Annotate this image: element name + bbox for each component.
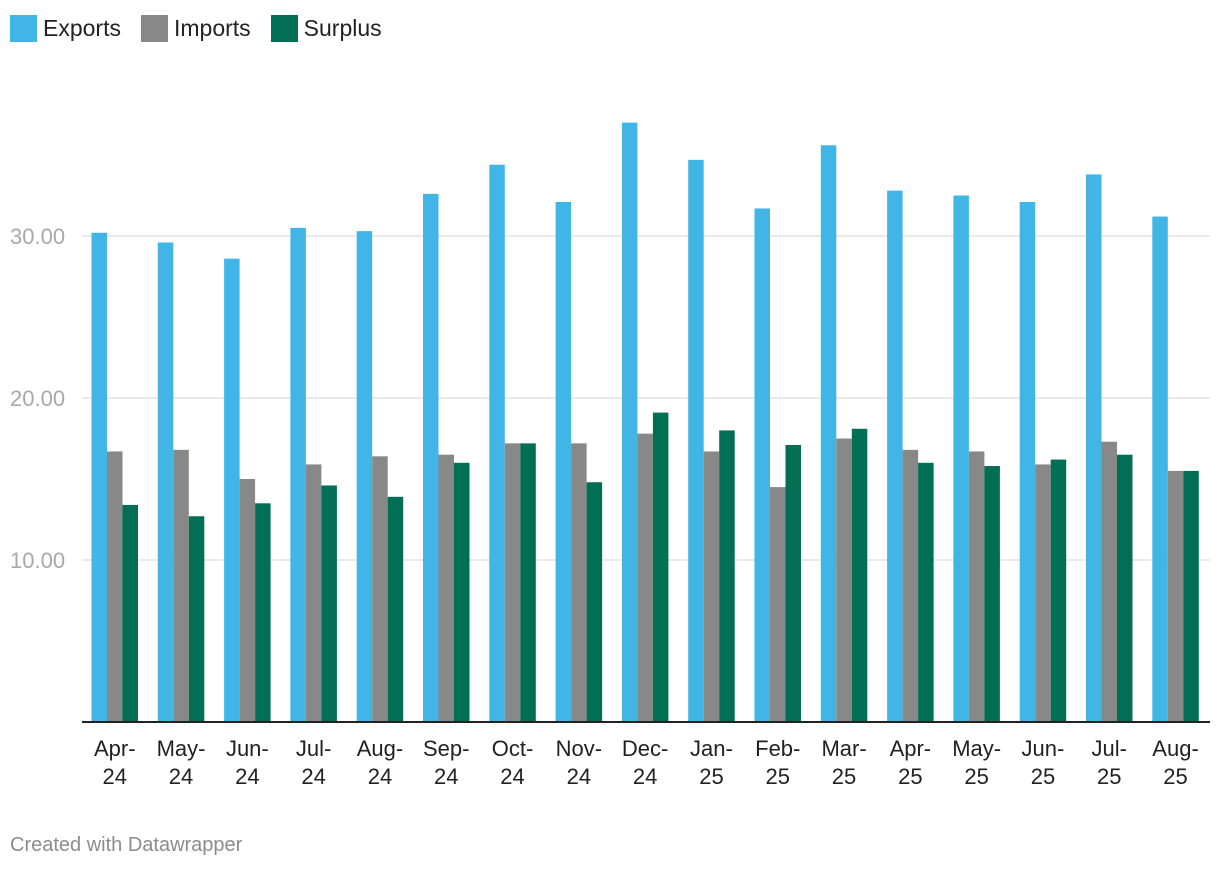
legend-label-imports: Imports bbox=[173, 14, 251, 41]
bar-exports bbox=[1019, 201, 1036, 723]
bar-surplus bbox=[851, 428, 868, 722]
bar-exports bbox=[224, 258, 240, 722]
bar-imports bbox=[1101, 441, 1117, 722]
bar-imports bbox=[173, 449, 189, 722]
bar-imports bbox=[637, 433, 653, 722]
bar-exports bbox=[356, 231, 373, 722]
bar-surplus bbox=[918, 462, 934, 722]
x-tick-label: Nov-24 bbox=[556, 736, 602, 789]
x-tick-label: Jul-24 bbox=[296, 736, 331, 789]
bar-surplus bbox=[520, 443, 536, 722]
bar-exports bbox=[555, 201, 572, 723]
legend-item-imports: Imports bbox=[140, 14, 251, 42]
bar-exports bbox=[290, 227, 306, 722]
x-tick-label: Jan-25 bbox=[690, 736, 733, 789]
bar-surplus bbox=[652, 412, 669, 722]
legend-swatch-exports bbox=[10, 14, 37, 42]
x-tick-label: Mar-25 bbox=[821, 736, 866, 789]
y-tick-label: 20.00 bbox=[10, 386, 65, 411]
bar-surplus bbox=[454, 462, 470, 722]
bar-imports bbox=[1035, 464, 1051, 722]
x-tick-label: Aug-25 bbox=[1152, 736, 1198, 789]
bar-surplus bbox=[1050, 459, 1067, 722]
bar-surplus bbox=[719, 430, 735, 722]
bar-exports bbox=[1086, 174, 1102, 722]
x-tick-label: May-25 bbox=[952, 736, 1001, 789]
bar-exports bbox=[621, 122, 638, 723]
bar-imports bbox=[770, 487, 786, 722]
bar-surplus bbox=[1183, 470, 1199, 722]
bar-exports bbox=[820, 145, 837, 722]
x-tick-label: Apr-24 bbox=[94, 736, 136, 789]
y-tick-label: 30.00 bbox=[10, 224, 65, 249]
x-tick-label: Apr-25 bbox=[890, 736, 932, 789]
bar-exports bbox=[157, 242, 174, 723]
x-tick-label: Aug-24 bbox=[357, 736, 403, 789]
x-tick-label: Jul-25 bbox=[1092, 736, 1127, 789]
x-tick-label: Feb-25 bbox=[755, 736, 800, 789]
legend-item-exports: Exports bbox=[10, 14, 121, 42]
legend-label-exports: Exports bbox=[43, 14, 121, 41]
x-tick-label: Jun-25 bbox=[1022, 736, 1065, 789]
bar-exports bbox=[91, 232, 107, 722]
bar-surplus bbox=[1117, 454, 1133, 722]
x-tick-label: Sep-24 bbox=[423, 736, 469, 789]
bar-imports bbox=[372, 456, 388, 722]
bar-imports bbox=[305, 464, 322, 722]
bar-imports bbox=[239, 479, 256, 722]
chart-legend: Exports Imports Surplus bbox=[10, 12, 382, 44]
bar-exports bbox=[1152, 216, 1168, 722]
bar-surplus bbox=[321, 485, 337, 722]
legend-item-surplus: Surplus bbox=[270, 14, 382, 42]
x-tick-label: May-24 bbox=[157, 736, 206, 789]
bar-exports bbox=[953, 195, 969, 722]
bar-surplus bbox=[255, 503, 271, 722]
bar-exports bbox=[423, 193, 439, 722]
legend-label-surplus: Surplus bbox=[303, 14, 382, 41]
bar-imports bbox=[836, 438, 852, 722]
bar-exports bbox=[688, 159, 704, 723]
bar-imports bbox=[902, 449, 919, 722]
bar-imports bbox=[438, 454, 454, 722]
bar-imports bbox=[1167, 470, 1184, 722]
x-tick-label: Dec-24 bbox=[622, 736, 668, 789]
bar-surplus bbox=[188, 516, 205, 722]
bar-imports bbox=[968, 451, 985, 722]
footer-credit: Created with Datawrapper bbox=[10, 834, 243, 856]
bar-exports bbox=[887, 190, 903, 722]
x-tick-label: Jun-24 bbox=[226, 736, 269, 789]
legend-swatch-surplus bbox=[270, 14, 298, 42]
bar-surplus bbox=[785, 444, 801, 722]
bar-surplus bbox=[387, 496, 404, 722]
y-tick-label: 10.00 bbox=[10, 548, 65, 573]
bar-surplus bbox=[122, 504, 138, 722]
bar-surplus bbox=[984, 466, 1000, 722]
legend-swatch-imports bbox=[140, 14, 168, 42]
bar-imports bbox=[703, 451, 720, 722]
bar-imports bbox=[107, 451, 123, 722]
bar-imports bbox=[571, 443, 587, 722]
x-tick-label: Oct-24 bbox=[492, 736, 534, 789]
bar-surplus bbox=[586, 482, 603, 722]
bar-imports bbox=[504, 443, 521, 722]
bar-exports bbox=[489, 164, 505, 723]
bar-exports bbox=[754, 208, 770, 722]
